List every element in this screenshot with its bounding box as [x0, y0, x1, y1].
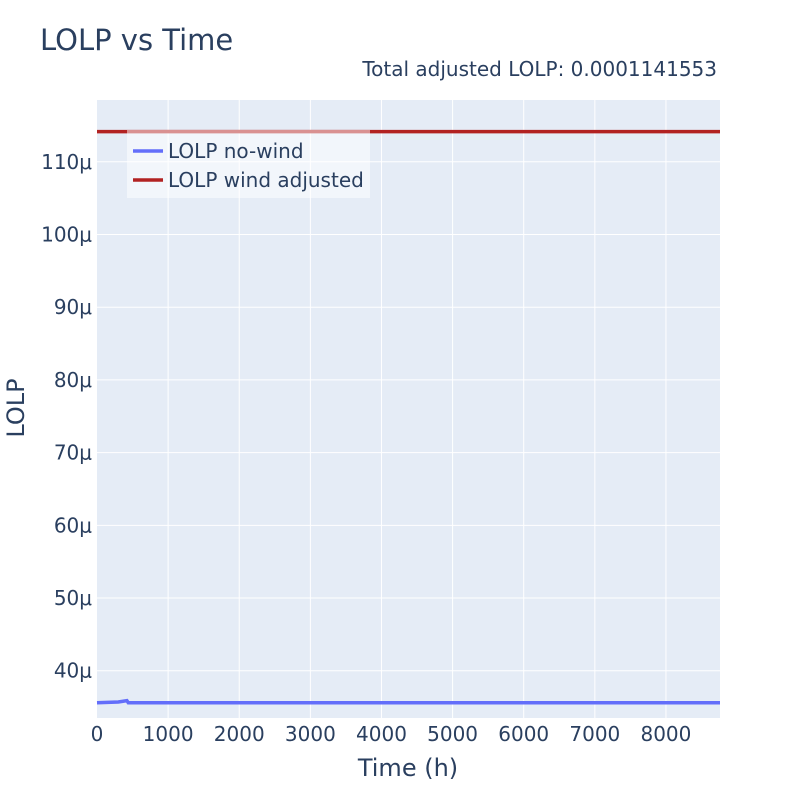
legend-items: LOLP no-wind LOLP wind adjusted [133, 139, 364, 192]
y-tick-label: 90μ [54, 295, 92, 319]
y-tick-label: 80μ [54, 368, 92, 392]
chart-title: LOLP vs Time [40, 23, 233, 57]
plot-background [97, 100, 720, 718]
grid-layer [97, 100, 720, 718]
y-tick-label: 40μ [54, 659, 92, 683]
legend-background [127, 130, 370, 198]
x-tick-label: 4000 [356, 722, 407, 746]
y-tick-label: 70μ [54, 441, 92, 465]
y-tick-label: 60μ [54, 513, 92, 537]
x-tick-label: 6000 [498, 722, 549, 746]
tick-layer: 0 1000 2000 3000 4000 5000 6000 7000 8000 40μ 50μ 6… [41, 150, 691, 746]
legend[interactable]: LOLP no-wind LOLP wind adjusted [127, 130, 370, 198]
x-tick-label: 0 [91, 722, 104, 746]
x-tick-label: 2000 [214, 722, 265, 746]
legend-label: LOLP no-wind [168, 139, 304, 163]
series-line-1 [96, 698, 720, 705]
x-tick-label: 7000 [569, 722, 620, 746]
y-tick-label: 50μ [54, 586, 92, 610]
chart-subtitle: Total adjusted LOLP: 0.0001141553 [361, 57, 717, 81]
y-tick-label: 110μ [41, 150, 92, 174]
legend-label: LOLP wind adjusted [168, 168, 364, 192]
y-axis-title: LOLP [2, 378, 30, 437]
x-tick-label: 5000 [427, 722, 478, 746]
x-tick-label: 1000 [143, 722, 194, 746]
x-tick-label: 8000 [640, 722, 691, 746]
x-tick-label: 3000 [285, 722, 336, 746]
y-tick-label: 100μ [41, 223, 92, 247]
x-axis-title: Time (h) [357, 754, 458, 782]
